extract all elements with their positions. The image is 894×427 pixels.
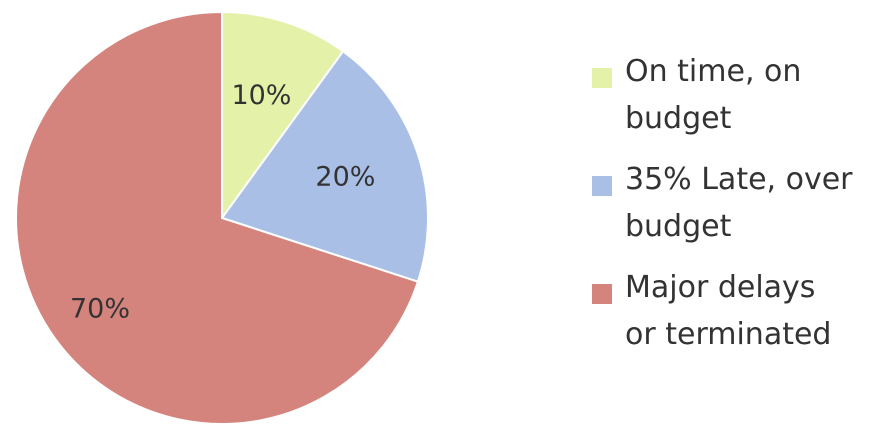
pie-slice-late (220, 49, 429, 283)
legend-item-on-time: On time, on budget (592, 48, 882, 142)
pie-label-late: 20% (315, 161, 375, 192)
legend-item-major-delays: Major delays or terminated (592, 264, 882, 358)
legend-label-major-delays: Major delays or terminated (625, 270, 832, 352)
pie-label-on-time: 10% (231, 80, 291, 111)
legend-swatch-on-time (592, 68, 612, 88)
legend-swatch-major-delays (592, 284, 612, 304)
pie-slice-major-delays (15, 10, 420, 425)
legend-label-on-time: On time, on budget (625, 54, 802, 136)
pie-label-major-delays: 70% (70, 294, 130, 325)
legend-item-late: 35% Late, over budget (592, 156, 882, 250)
pie-slice-on-time (221, 10, 345, 222)
legend: On time, on budget 35% Late, over budget… (592, 48, 882, 372)
legend-label-late: 35% Late, over budget (625, 162, 853, 244)
pie-data-labels: 10% 20% 70% (70, 80, 375, 324)
pie-slices (15, 10, 429, 425)
legend-swatch-late (592, 176, 612, 196)
